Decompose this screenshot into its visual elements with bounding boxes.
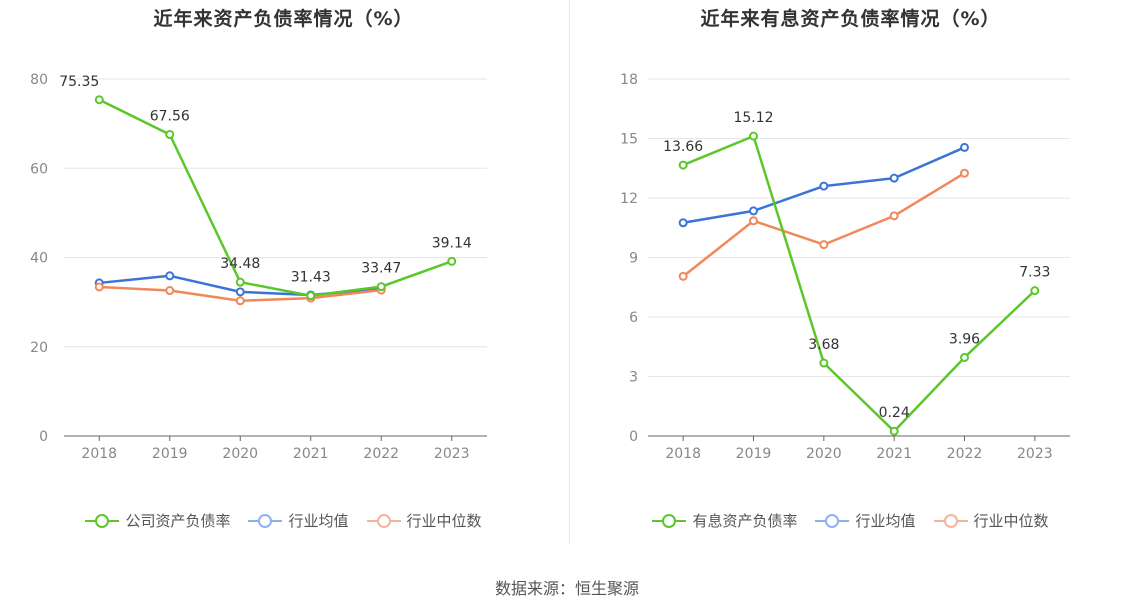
x-tick-label: 2019 bbox=[736, 446, 772, 462]
data-point bbox=[749, 131, 758, 141]
line-chart-debt-ratio: 0 20 40 60 80 2018 2019 2020 2021 2022 2023 75.35 67… bbox=[30, 72, 487, 462]
x-tick-label: 2022 bbox=[363, 446, 399, 462]
data-point bbox=[889, 173, 899, 183]
legend-label: 行业中位数 bbox=[973, 512, 1049, 530]
data-label: 34.48 bbox=[220, 256, 260, 272]
data-point bbox=[678, 160, 688, 170]
y-tick-label: 3 bbox=[629, 370, 638, 386]
legend-marker-icon bbox=[933, 512, 968, 530]
data-point bbox=[235, 277, 245, 287]
data-point bbox=[960, 142, 969, 152]
data-label: 31.43 bbox=[291, 270, 331, 286]
legend-item-industry-median[interactable]: 行业中位数 bbox=[366, 510, 482, 531]
legend-item-company[interactable]: 公司资产负债率 bbox=[85, 510, 230, 531]
data-label: 3.68 bbox=[808, 337, 839, 353]
x-tick-label: 2021 bbox=[293, 446, 329, 462]
legend-item-industry-average[interactable]: 行业均值 bbox=[815, 510, 916, 531]
data-point bbox=[235, 287, 245, 297]
legend-label: 有息资产负债率 bbox=[692, 512, 798, 530]
data-point bbox=[960, 352, 969, 362]
data-label: 3.96 bbox=[949, 331, 980, 347]
data-label: 13.66 bbox=[663, 139, 703, 155]
series-line-0 bbox=[682, 134, 1036, 433]
x-tick-label: 2018 bbox=[81, 446, 117, 462]
chart-panel-debt-ratio: 近年来资产负债率情况（%） 0 20 40 60 80 2018 2019 2020 2021 2… bbox=[0, 0, 567, 560]
panel-divider bbox=[569, 0, 570, 545]
data-point bbox=[376, 282, 386, 292]
legend-label: 行业均值 bbox=[288, 512, 349, 530]
line-chart-interest-bearing-debt-ratio: 0 3 6 9 12 15 18 2018 2019 2020 2021 2022 2023 13.66 1… bbox=[620, 72, 1070, 462]
data-point bbox=[235, 296, 245, 306]
x-tick-label: 2018 bbox=[665, 446, 701, 462]
legend-item-industry-median[interactable]: 行业中位数 bbox=[933, 510, 1049, 531]
data-point bbox=[447, 256, 457, 266]
data-label: 0.24 bbox=[879, 405, 910, 421]
legend-item-company[interactable]: 有息资产负债率 bbox=[652, 510, 797, 531]
data-label: 33.47 bbox=[361, 261, 401, 277]
legend-item-industry-average[interactable]: 行业均值 bbox=[248, 510, 349, 531]
data-point bbox=[678, 218, 688, 228]
x-tick-label: 2022 bbox=[947, 446, 983, 462]
x-tick-label: 2020 bbox=[806, 446, 842, 462]
data-point bbox=[94, 282, 104, 292]
data-point bbox=[819, 358, 829, 368]
data-label: 7.33 bbox=[1019, 265, 1050, 281]
y-tick-label: 20 bbox=[30, 340, 48, 356]
data-point bbox=[94, 95, 104, 105]
data-point bbox=[749, 216, 758, 226]
chart-title: 近年来有息资产负债率情况（%） bbox=[700, 8, 1001, 30]
y-tick-label: 9 bbox=[629, 251, 638, 267]
x-tick-label: 2019 bbox=[152, 446, 188, 462]
chart-legend: 公司资产负债率 行业均值 行业中位数 bbox=[0, 510, 567, 531]
data-point bbox=[165, 271, 175, 281]
y-tick-label: 60 bbox=[30, 161, 48, 177]
data-source-note: 数据来源：恒生聚源 bbox=[494, 579, 639, 598]
data-point bbox=[749, 206, 758, 216]
data-point bbox=[165, 286, 175, 296]
y-tick-label: 0 bbox=[39, 429, 48, 445]
x-tick-label: 2021 bbox=[876, 446, 912, 462]
y-tick-label: 40 bbox=[30, 251, 48, 267]
data-label: 75.35 bbox=[59, 74, 99, 90]
x-tick-label: 2023 bbox=[1017, 446, 1053, 462]
legend-marker-icon bbox=[248, 512, 283, 530]
chart-legend: 有息资产负债率 行业均值 行业中位数 bbox=[567, 510, 1134, 531]
y-tick-label: 6 bbox=[629, 310, 638, 326]
data-point bbox=[1030, 286, 1040, 296]
y-tick-label: 15 bbox=[620, 132, 638, 148]
x-tick-label: 2023 bbox=[434, 446, 470, 462]
data-point bbox=[678, 271, 688, 281]
legend-label: 行业均值 bbox=[855, 512, 916, 530]
chart-panel-interest-bearing-debt-ratio: 近年来有息资产负债率情况（%） 0 3 6 9 12 15 18 2018 2019 2020 20… bbox=[567, 0, 1134, 560]
data-label: 39.14 bbox=[432, 235, 472, 251]
data-point bbox=[306, 291, 316, 301]
chart-title: 近年来资产负债率情况（%） bbox=[153, 8, 414, 30]
data-point bbox=[165, 130, 175, 140]
data-point bbox=[819, 181, 829, 191]
data-label: 15.12 bbox=[733, 110, 773, 126]
legend-label: 公司资产负债率 bbox=[125, 512, 231, 530]
y-tick-label: 80 bbox=[30, 72, 48, 88]
legend-marker-icon bbox=[366, 512, 401, 530]
legend-marker-icon bbox=[652, 512, 687, 530]
data-label: 67.56 bbox=[150, 109, 190, 125]
x-tick-label: 2020 bbox=[222, 446, 258, 462]
y-tick-label: 18 bbox=[620, 72, 638, 88]
legend-marker-icon bbox=[815, 512, 850, 530]
legend-label: 行业中位数 bbox=[406, 512, 482, 530]
y-tick-label: 0 bbox=[629, 429, 638, 445]
series-line-0 bbox=[98, 98, 453, 297]
data-point bbox=[819, 240, 829, 250]
data-point bbox=[889, 426, 899, 436]
y-tick-label: 12 bbox=[620, 191, 638, 207]
legend-marker-icon bbox=[85, 512, 120, 530]
data-point bbox=[960, 168, 969, 178]
data-point bbox=[889, 211, 899, 221]
